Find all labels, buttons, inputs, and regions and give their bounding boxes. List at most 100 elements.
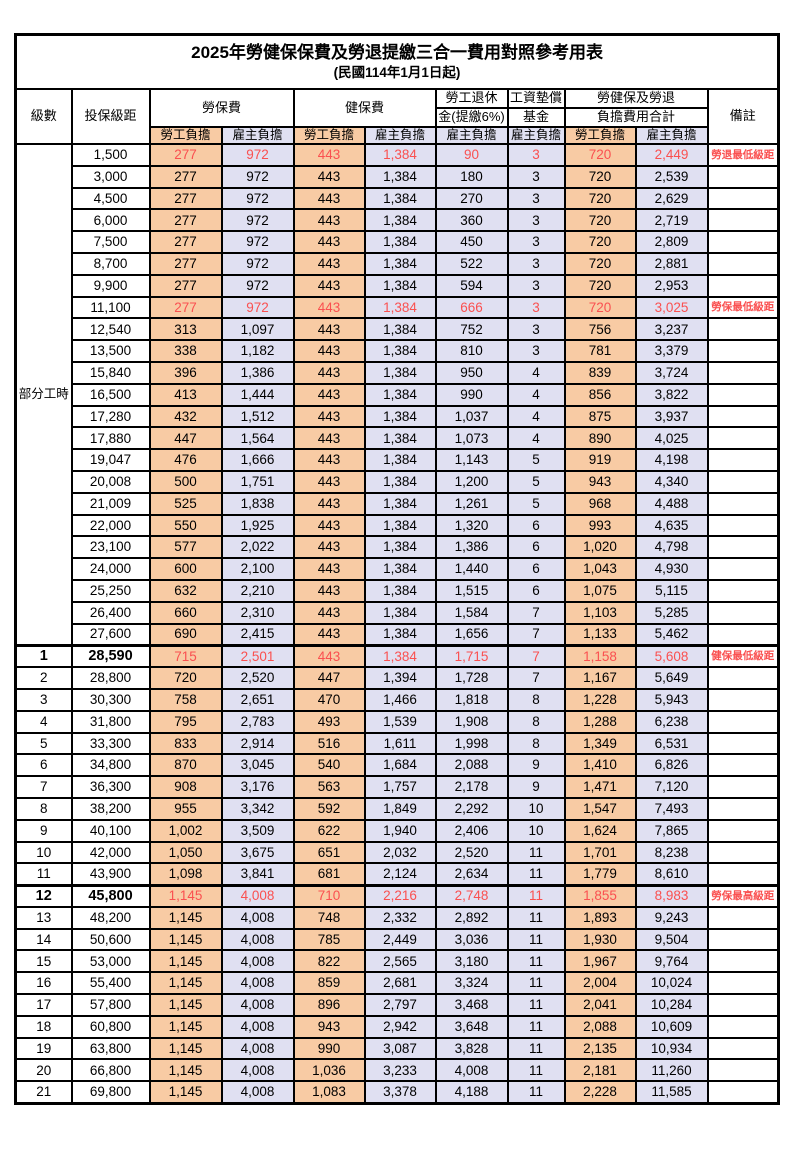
labor-employer-cell: 1,925 [220,513,295,538]
labor-employer-cell: 1,097 [220,317,295,342]
labor-worker-cell: 908 [148,775,223,799]
labor-worker-cell: 632 [148,578,223,603]
bracket-cell: 40,100 [70,818,151,843]
note-cell [706,513,780,538]
note-cell [706,862,780,887]
labor-employer-cell: 3,841 [220,862,295,887]
subheader-labor-employer: 雇主負擔 [220,126,295,145]
table-row: 23,100 577 2,022 443 1,384 1,386 6 1,020 4,798 [16,535,780,560]
bracket-cell: 20,008 [70,469,151,494]
health-employer-cell: 2,797 [363,993,437,1017]
total-employer-cell: 5,115 [634,578,709,603]
wage-fund-employer-cell: 3 [506,339,566,363]
total-employer-cell: 2,449 [634,143,709,167]
labor-worker-cell: 833 [148,731,223,756]
health-employer-cell: 1,384 [363,404,437,429]
note-cell [706,186,780,211]
header-row-1: 級數 投保級距 勞保費 健保費 勞工退休 工資墊償 勞健保及勞退 備註 [14,88,780,145]
total-worker-cell: 856 [563,382,637,407]
labor-worker-cell: 1,002 [148,818,223,843]
pension-employer-cell: 1,037 [434,404,509,429]
table-row: 7 36,300 908 3,176 563 1,757 2,178 9 1,471 7,120 [14,775,780,799]
note-cell [706,600,780,625]
labor-worker-cell: 277 [148,295,223,320]
health-employer-cell: 1,384 [363,186,437,211]
pension-employer-cell: 1,386 [434,535,509,560]
health-worker-cell: 470 [292,687,366,712]
pension-employer-cell: 810 [434,339,509,363]
table-row: 22,000 550 1,925 443 1,384 1,320 6 993 4,635 [16,513,780,538]
note-cell [706,273,780,298]
health-worker-cell: 443 [292,295,366,320]
labor-employer-cell: 4,008 [220,1014,295,1039]
health-worker-cell: 443 [292,469,366,494]
level-group-partial-time: 部分工時 [14,142,73,647]
pension-employer-cell: 1,073 [434,426,509,451]
total-employer-cell: 2,809 [634,230,709,254]
bracket-cell: 60,800 [70,1014,151,1039]
labor-employer-cell: 2,022 [220,535,295,560]
pension-employer-cell: 2,406 [434,818,509,843]
wage-fund-employer-cell: 3 [506,295,566,320]
total-employer-cell: 10,024 [634,971,709,996]
total-employer-cell: 2,719 [634,208,709,233]
level-cell: 14 [14,927,73,952]
total-employer-cell: 10,284 [634,993,709,1017]
note-cell [706,426,780,451]
health-employer-cell: 1,940 [363,818,437,843]
total-worker-cell: 1,410 [563,753,637,778]
health-worker-cell: 443 [292,186,366,211]
note-cell [706,666,780,690]
total-employer-cell: 4,198 [634,448,709,472]
health-worker-cell: 443 [292,600,366,625]
pension-employer-cell: 1,440 [434,557,509,581]
health-worker-cell: 443 [292,622,366,647]
health-worker-cell: 563 [292,775,366,799]
health-employer-cell: 1,384 [363,295,437,320]
table-row: 8,700 277 972 443 1,384 522 3 720 2,881 [16,251,780,276]
labor-employer-cell: 2,651 [220,687,295,712]
total-worker-cell: 1,624 [563,818,637,843]
total-worker-cell: 1,701 [563,840,637,865]
note-cell [706,469,780,494]
pension-employer-cell: 4,188 [434,1080,509,1105]
note-cell [706,971,780,996]
labor-employer-cell: 3,675 [220,840,295,865]
total-worker-cell: 1,547 [563,796,637,821]
wage-fund-employer-cell: 11 [506,905,566,930]
level-cell: 4 [14,709,73,734]
note-cell [706,491,780,516]
bracket-cell: 19,047 [70,448,151,472]
labor-worker-cell: 795 [148,709,223,734]
pension-employer-cell: 3,180 [434,949,509,974]
table-row: 8 38,200 955 3,342 592 1,849 2,292 10 1,547 7,493 [14,796,780,821]
wage-fund-employer-cell: 11 [506,993,566,1017]
labor-worker-cell: 1,098 [148,862,223,887]
total-worker-cell: 993 [563,513,637,538]
bracket-cell: 27,600 [70,622,151,647]
total-employer-cell: 6,238 [634,709,709,734]
total-worker-cell: 720 [563,251,637,276]
table-row: 24,000 600 2,100 443 1,384 1,440 6 1,043 4,930 [16,557,780,581]
pension-employer-cell: 666 [434,295,509,320]
health-employer-cell: 1,384 [363,557,437,581]
health-worker-cell: 443 [292,251,366,276]
table-row: 16,500 413 1,444 443 1,384 990 4 856 3,822 [16,382,780,407]
pension-employer-cell: 2,634 [434,862,509,887]
labor-employer-cell: 2,501 [220,643,295,669]
col-header-bracket: 投保級距 [70,88,151,145]
pension-employer-cell: 450 [434,230,509,254]
health-employer-cell: 2,216 [363,883,437,908]
labor-worker-cell: 500 [148,469,223,494]
total-employer-cell: 9,504 [634,927,709,952]
table-row: 18 60,800 1,145 4,008 943 2,942 3,648 11 2,088 10… [14,1014,780,1039]
wage-fund-employer-cell: 6 [506,535,566,560]
bracket-cell: 17,880 [70,426,151,451]
note-cell [706,1036,780,1061]
wage-fund-employer-cell: 10 [506,818,566,843]
note-cell [706,687,780,712]
level-cell: 13 [14,905,73,930]
total-employer-cell: 4,635 [634,513,709,538]
total-employer-cell: 2,953 [634,273,709,298]
health-employer-cell: 1,384 [363,251,437,276]
